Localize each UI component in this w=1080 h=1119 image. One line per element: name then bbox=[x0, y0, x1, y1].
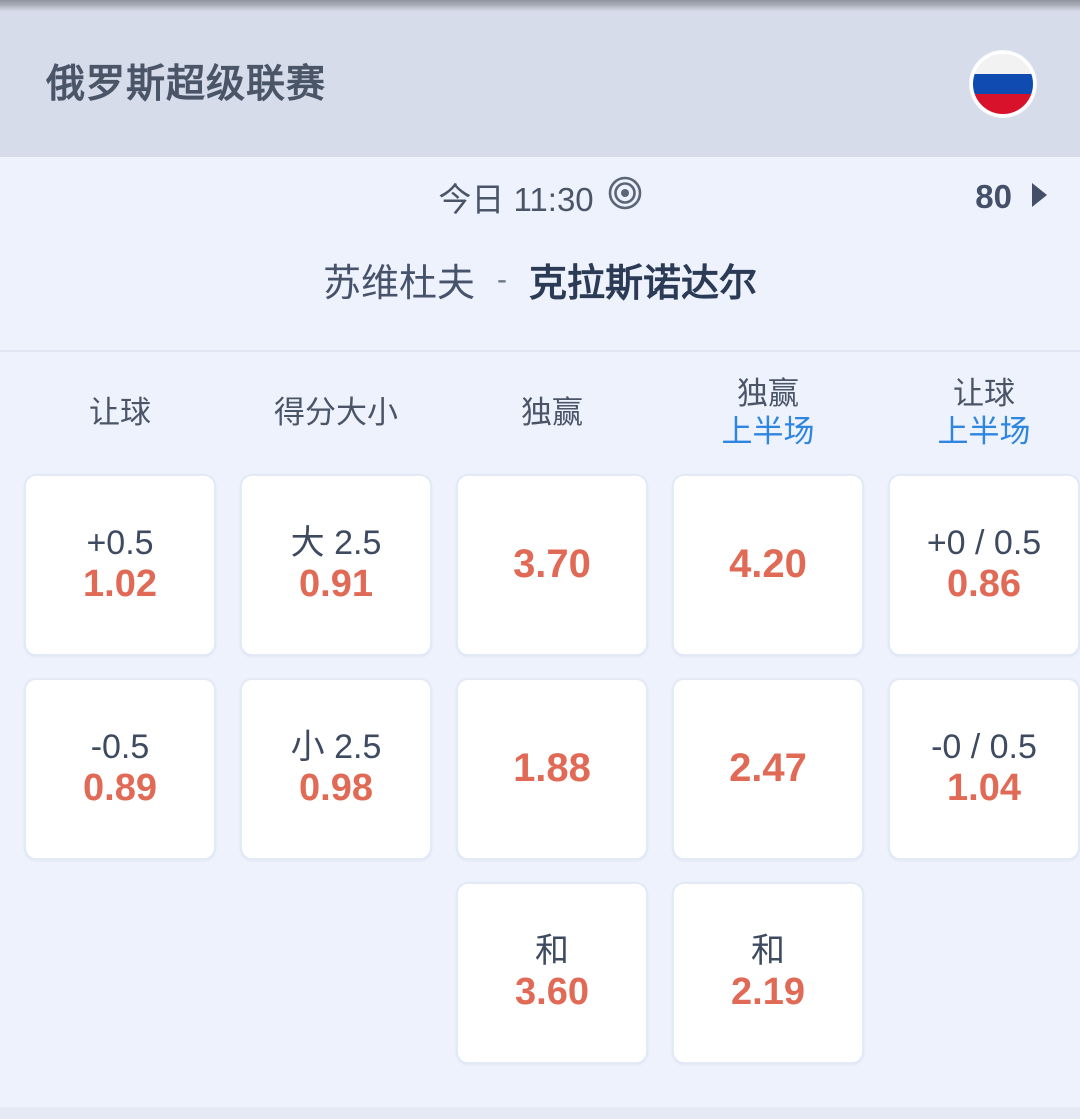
column-title: 独赢 bbox=[521, 395, 583, 431]
odds-cell: 大 2.5 0.91 bbox=[240, 474, 432, 656]
column-title: 独赢 bbox=[737, 376, 799, 412]
home-team-name: 苏维杜夫 bbox=[322, 263, 475, 305]
odds-value: 2.19 bbox=[731, 970, 805, 1013]
odds-card[interactable]: 小 2.5 0.98 bbox=[240, 678, 432, 860]
league-header[interactable]: 俄罗斯超级联赛 bbox=[0, 11, 1080, 157]
odds-line: 和 bbox=[751, 931, 785, 970]
flag-band-white bbox=[973, 54, 1033, 74]
odds-line: +0 / 0.5 bbox=[926, 523, 1042, 562]
match-time-group: 今日 11:30 bbox=[438, 173, 641, 221]
odds-card[interactable]: 1.88 bbox=[456, 678, 648, 860]
odds-value: 0.91 bbox=[299, 562, 373, 605]
odds-column-header-handicap: 让球 bbox=[24, 394, 216, 432]
odds-rows: +0.5 1.02 大 2.5 0.91 3.70 bbox=[24, 474, 1080, 1064]
odds-column-headers: 让球 得分大小 独赢 独赢 上半场 让球 上半场 bbox=[24, 352, 1080, 474]
odds-card[interactable]: 2.47 bbox=[672, 678, 864, 860]
odds-value: 1.04 bbox=[947, 766, 1021, 809]
flag-band-red bbox=[973, 94, 1033, 114]
odds-value: 4.20 bbox=[729, 542, 807, 587]
odds-cell: +0 / 0.5 0.86 bbox=[888, 474, 1080, 656]
away-team-name: 克拉斯诺达尔 bbox=[529, 263, 758, 305]
target-icon[interactable] bbox=[608, 176, 642, 218]
odds-card[interactable]: 3.70 bbox=[456, 474, 648, 656]
odds-value: 0.98 bbox=[299, 766, 373, 809]
odds-card[interactable]: 大 2.5 0.91 bbox=[240, 474, 432, 656]
odds-cell: 3.70 bbox=[456, 474, 648, 656]
column-title: 得分大小 bbox=[274, 395, 398, 431]
odds-cell: 和 2.19 bbox=[672, 882, 864, 1064]
markets-count-group[interactable]: 80 bbox=[975, 178, 1050, 216]
odds-cell-empty bbox=[888, 882, 1080, 1064]
odds-cell-empty bbox=[240, 882, 432, 1064]
odds-value: 3.60 bbox=[515, 970, 589, 1013]
odds-value: 1.88 bbox=[513, 746, 591, 791]
odds-cell: -0 / 0.5 1.04 bbox=[888, 678, 1080, 860]
odds-value: 3.70 bbox=[513, 542, 591, 587]
odds-row: +0.5 1.02 大 2.5 0.91 3.70 bbox=[24, 474, 1080, 656]
odds-cell: 2.47 bbox=[672, 678, 864, 860]
league-title: 俄罗斯超级联赛 bbox=[46, 62, 327, 106]
odds-cell: 1.88 bbox=[456, 678, 648, 860]
odds-value: 0.86 bbox=[947, 562, 1021, 605]
section-divider bbox=[0, 350, 1080, 352]
odds-card[interactable]: 4.20 bbox=[672, 474, 864, 656]
odds-value: 1.02 bbox=[83, 562, 157, 605]
odds-line: +0.5 bbox=[86, 523, 154, 562]
match-time-label: 今日 11:30 bbox=[438, 181, 594, 218]
odds-column-header-handicap-firsthalf: 让球 上半场 bbox=[888, 375, 1080, 451]
odds-value: 0.89 bbox=[83, 766, 157, 809]
flag-band-blue bbox=[973, 74, 1033, 94]
odds-cell: +0.5 1.02 bbox=[24, 474, 216, 656]
odds-card[interactable]: +0.5 1.02 bbox=[24, 474, 216, 656]
system-status-strip bbox=[0, 0, 1080, 11]
odds-column-header-totals: 得分大小 bbox=[240, 394, 432, 432]
odds-line: 小 2.5 bbox=[290, 727, 382, 766]
odds-cell: 和 3.60 bbox=[456, 882, 648, 1064]
odds-value: 2.47 bbox=[729, 746, 807, 791]
odds-area: 让球 得分大小 独赢 独赢 上半场 让球 上半场 bbox=[0, 352, 1080, 1119]
odds-card[interactable]: 和 2.19 bbox=[672, 882, 864, 1064]
odds-card[interactable]: +0 / 0.5 0.86 bbox=[888, 474, 1080, 656]
odds-column-header-1x2: 独赢 bbox=[456, 394, 648, 432]
russia-flag-icon bbox=[970, 51, 1036, 117]
odds-cell-empty bbox=[24, 882, 216, 1064]
teams-row[interactable]: 苏维杜夫 - 克拉斯诺达尔 bbox=[0, 237, 1080, 332]
odds-line: 大 2.5 bbox=[290, 523, 382, 562]
column-subtitle: 上半场 bbox=[721, 414, 815, 449]
odds-row: 和 3.60 和 2.19 bbox=[24, 882, 1080, 1064]
odds-row: -0.5 0.89 小 2.5 0.98 1.88 bbox=[24, 678, 1080, 860]
match-info-block: 今日 11:30 80 苏维杜夫 bbox=[0, 157, 1080, 350]
column-title: 让球 bbox=[953, 376, 1015, 412]
odds-line: 和 bbox=[535, 931, 569, 970]
odds-card[interactable]: -0 / 0.5 1.04 bbox=[888, 678, 1080, 860]
odds-card[interactable]: 和 3.60 bbox=[456, 882, 648, 1064]
bottom-section-divider bbox=[0, 1107, 1080, 1119]
odds-cell: 小 2.5 0.98 bbox=[240, 678, 432, 860]
odds-line: -0.5 bbox=[90, 727, 150, 766]
team-separator: - bbox=[497, 262, 507, 296]
caret-right-icon[interactable] bbox=[1028, 181, 1050, 214]
odds-line: -0 / 0.5 bbox=[931, 727, 1037, 766]
column-title: 让球 bbox=[89, 395, 151, 431]
column-subtitle: 上半场 bbox=[937, 414, 1031, 449]
markets-count: 80 bbox=[975, 178, 1012, 215]
odds-column-header-1x2-firsthalf: 独赢 上半场 bbox=[672, 375, 864, 451]
odds-card[interactable]: -0.5 0.89 bbox=[24, 678, 216, 860]
match-meta-row: 今日 11:30 80 bbox=[0, 157, 1080, 237]
odds-cell: 4.20 bbox=[672, 474, 864, 656]
odds-cell: -0.5 0.89 bbox=[24, 678, 216, 860]
